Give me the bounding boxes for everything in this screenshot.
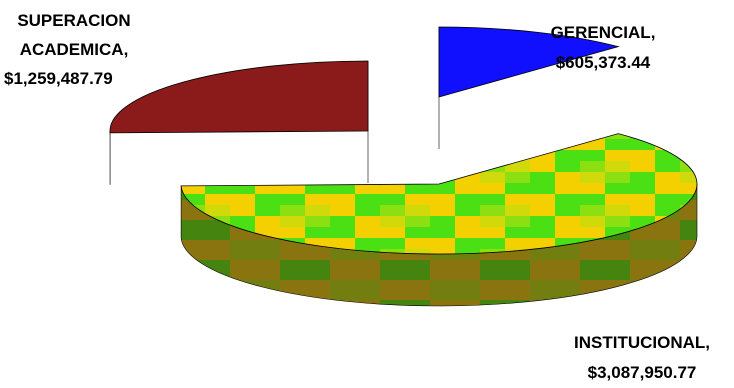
label-gerencial-name: GERENCIAL, bbox=[550, 23, 656, 42]
label-institucional: INSTITUCIONAL, $3,087,950.77 bbox=[554, 328, 730, 388]
label-gerencial-value: $605,373.44 bbox=[555, 53, 651, 72]
label-superacion-academica: SUPERACION ACADEMICA, $1,259,487.79 bbox=[4, 6, 174, 93]
label-gerencial: GERENCIAL, $605,373.44 bbox=[528, 18, 678, 78]
label-superacion-value: $1,259,487.79 bbox=[4, 69, 113, 88]
label-superacion-name: SUPERACION ACADEMICA, bbox=[17, 11, 131, 59]
label-institucional-value: $3,087,950.77 bbox=[587, 363, 697, 382]
slice-gerencial bbox=[438, 26, 620, 149]
slice-superacion-academica bbox=[109, 60, 369, 185]
slice-institucional bbox=[180, 133, 698, 307]
label-institucional-name: INSTITUCIONAL, bbox=[574, 333, 710, 352]
